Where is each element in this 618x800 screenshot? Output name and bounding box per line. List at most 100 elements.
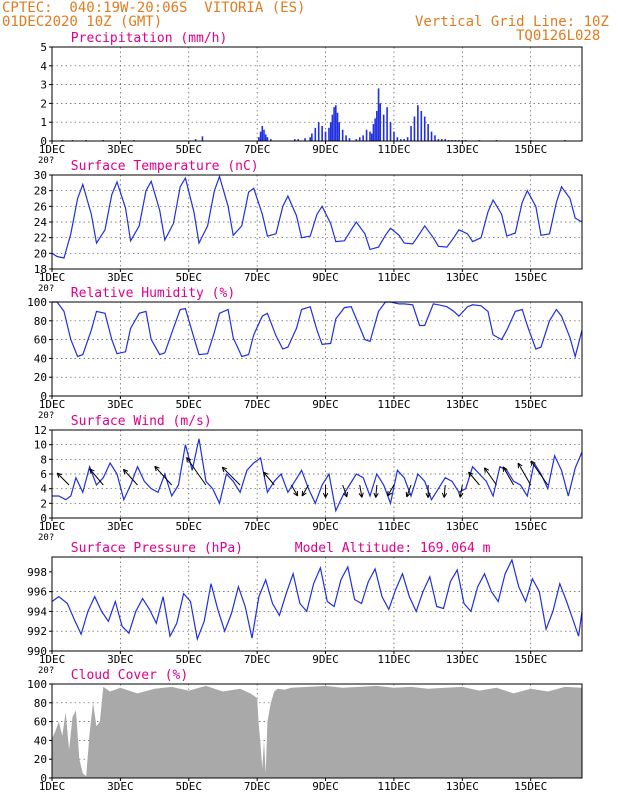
precip-bar — [335, 105, 337, 141]
wind-arrow — [221, 466, 241, 486]
precip-bar — [372, 124, 375, 141]
wind-arrow-head — [483, 467, 490, 473]
x-tick-label: 13DEC — [446, 520, 479, 533]
y-tick-label: 2 — [40, 497, 47, 510]
precip-bar — [201, 136, 204, 141]
precip-bar — [434, 135, 436, 141]
precip-bar — [403, 139, 405, 141]
precip-bar — [355, 139, 358, 141]
y-tick-label: 40 — [34, 352, 47, 365]
precip-bar — [314, 127, 317, 141]
precip-bar — [258, 137, 260, 141]
x-tick-label: 1DEC — [39, 143, 66, 156]
x-tick-label: 15DEC — [514, 653, 547, 666]
precip-bar — [362, 135, 364, 141]
x-tick-label: 7DEC — [244, 398, 271, 411]
header-location: CPTEC: 040:19W-20:06S VITORIA (ES) — [2, 0, 306, 16]
precip-bar — [338, 122, 341, 141]
y-tick-label: 0 — [40, 772, 47, 785]
x-tick-label: 11DEC — [377, 143, 410, 156]
y-tick-label: 994 — [27, 605, 47, 618]
x-tick-label: 7DEC — [244, 780, 271, 793]
y-tick-label: 60 — [34, 716, 47, 729]
wind-arrow — [263, 471, 275, 486]
panel-3: 0 24 6 810 12 1DEC 3DEC 5DEC 7DEC 9DEC 11DEC 13DEC 1… — [34, 414, 583, 543]
y-tick-label: 4 — [40, 60, 47, 73]
precip-bar — [270, 139, 272, 141]
x-year-label-clipped: 20? — [38, 284, 54, 294]
precip-bar — [321, 125, 323, 141]
wind-arrow-head — [301, 490, 307, 497]
precip-bar — [399, 139, 402, 141]
x-tick-label: 1DEC — [39, 520, 66, 533]
x-tick-label: 9DEC — [312, 780, 339, 793]
precip-bar — [333, 107, 335, 141]
precip-bar — [329, 122, 332, 141]
x-tick-label: 13DEC — [446, 271, 479, 284]
x-tick-label: 5DEC — [176, 780, 203, 793]
y-tick-label: 28 — [34, 185, 47, 198]
wind-arrow — [301, 484, 309, 497]
x-year-label-clipped: 20? — [38, 411, 54, 421]
header-model-id: TQ0126L028 — [516, 28, 601, 44]
precip-bar — [379, 103, 382, 141]
y-tick-label: 0 — [40, 390, 47, 403]
x-tick-label: 7DEC — [244, 143, 271, 156]
y-tick-label: 22 — [34, 232, 47, 245]
precip-bar — [311, 133, 313, 141]
panel-4: 990 992 994 996 998 1DEC 3DEC 5DEC 7DEC 9DEC 11DEC… — [27, 541, 583, 676]
precip-bar — [393, 131, 395, 141]
precip-bar — [423, 116, 426, 141]
y-tick-label: 996 — [27, 586, 47, 599]
precip-bar — [377, 88, 380, 141]
y-tick-label: 0 — [40, 135, 47, 148]
x-tick-label: 15DEC — [514, 271, 547, 284]
x-tick-label: 3DEC — [107, 271, 134, 284]
x-tick-label: 15DEC — [514, 520, 547, 533]
x-tick-label: 9DEC — [312, 398, 339, 411]
wind-arrow-head — [425, 492, 431, 498]
x-tick-label: 9DEC — [312, 143, 339, 156]
x-tick-label: 11DEC — [377, 271, 410, 284]
y-tick-label: 4 — [40, 483, 47, 496]
precip-bar — [304, 138, 306, 141]
wind-arrow — [89, 468, 104, 486]
wind-arrow-head — [186, 457, 192, 463]
x-tick-label: 11DEC — [377, 780, 410, 793]
wind-arrow-head — [122, 468, 129, 475]
wind-arrow-head — [517, 462, 523, 469]
panel-title: Surface Temperature (nC) — [71, 159, 259, 174]
wind-arrow-head — [458, 492, 464, 498]
precip-bar — [417, 105, 419, 141]
wind-arrow — [186, 457, 207, 486]
x-year-label-clipped: 20? — [38, 156, 54, 166]
wind-arrow-head — [343, 491, 348, 498]
precip-bar — [341, 129, 344, 141]
y-tick-label: 12 — [34, 424, 47, 437]
precip-bar — [386, 107, 388, 141]
header-run-time: 01DEC2020 10Z (GMT) — [2, 14, 163, 30]
y-tick-label: 10 — [34, 439, 47, 452]
x-tick-label: 9DEC — [312, 653, 339, 666]
y-tick-label: 992 — [27, 625, 47, 638]
precip-bar — [293, 139, 296, 141]
precip-bar — [420, 110, 423, 141]
precip-bar — [317, 122, 320, 141]
y-tick-label: 20 — [34, 371, 47, 384]
x-tick-label: 5DEC — [176, 271, 203, 284]
precip-bar — [376, 110, 378, 141]
precip-bar — [309, 137, 311, 141]
precip-bar — [194, 139, 197, 141]
x-tick-label: 7DEC — [244, 520, 271, 533]
wind-arrow — [484, 467, 497, 486]
y-tick-label: 6 — [40, 468, 47, 481]
precip-bar — [365, 129, 368, 141]
precip-bar — [358, 137, 361, 141]
x-year-label-clipped: 20? — [38, 533, 54, 543]
wind-arrow-head — [530, 460, 536, 466]
wind-arrow — [56, 472, 70, 486]
panel-frame — [51, 556, 583, 652]
wind-arrow-head — [221, 466, 228, 473]
cloud-area — [52, 685, 582, 778]
y-tick-label: 18 — [34, 263, 47, 276]
